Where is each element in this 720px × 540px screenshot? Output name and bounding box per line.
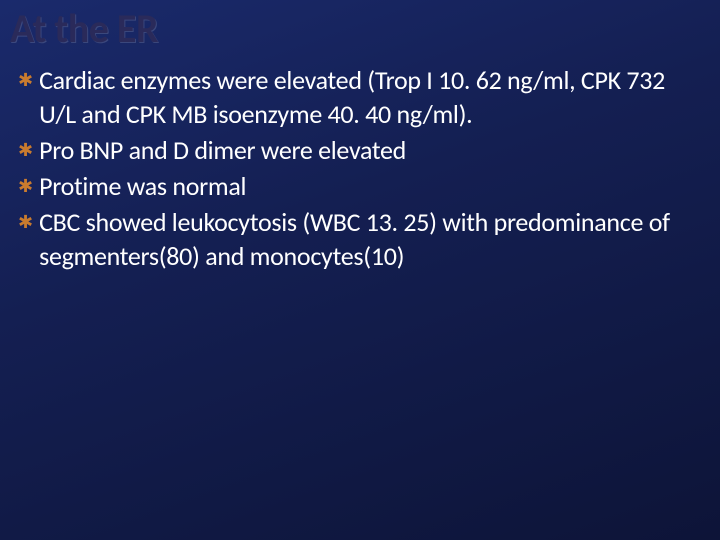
asterisk-icon: ✱ [18, 205, 33, 239]
bullet-list: ✱ Cardiac enzymes were elevated (Trop I … [0, 63, 720, 273]
list-item: ✱ CBC showed leukocytosis (WBC 13. 25) w… [18, 205, 702, 273]
bullet-text: Cardiac enzymes were elevated (Trop I 10… [39, 63, 702, 131]
bullet-text: CBC showed leukocytosis (WBC 13. 25) wit… [39, 205, 702, 273]
list-item: ✱ Pro BNP and D dimer were elevated [18, 133, 702, 167]
asterisk-icon: ✱ [18, 133, 33, 167]
asterisk-icon: ✱ [18, 63, 33, 97]
bullet-text: Pro BNP and D dimer were elevated [39, 133, 406, 167]
asterisk-icon: ✱ [18, 169, 33, 203]
list-item: ✱ Protime was normal [18, 169, 702, 203]
slide-title: At the ER [0, 0, 720, 63]
bullet-text: Protime was normal [39, 169, 246, 203]
list-item: ✱ Cardiac enzymes were elevated (Trop I … [18, 63, 702, 131]
